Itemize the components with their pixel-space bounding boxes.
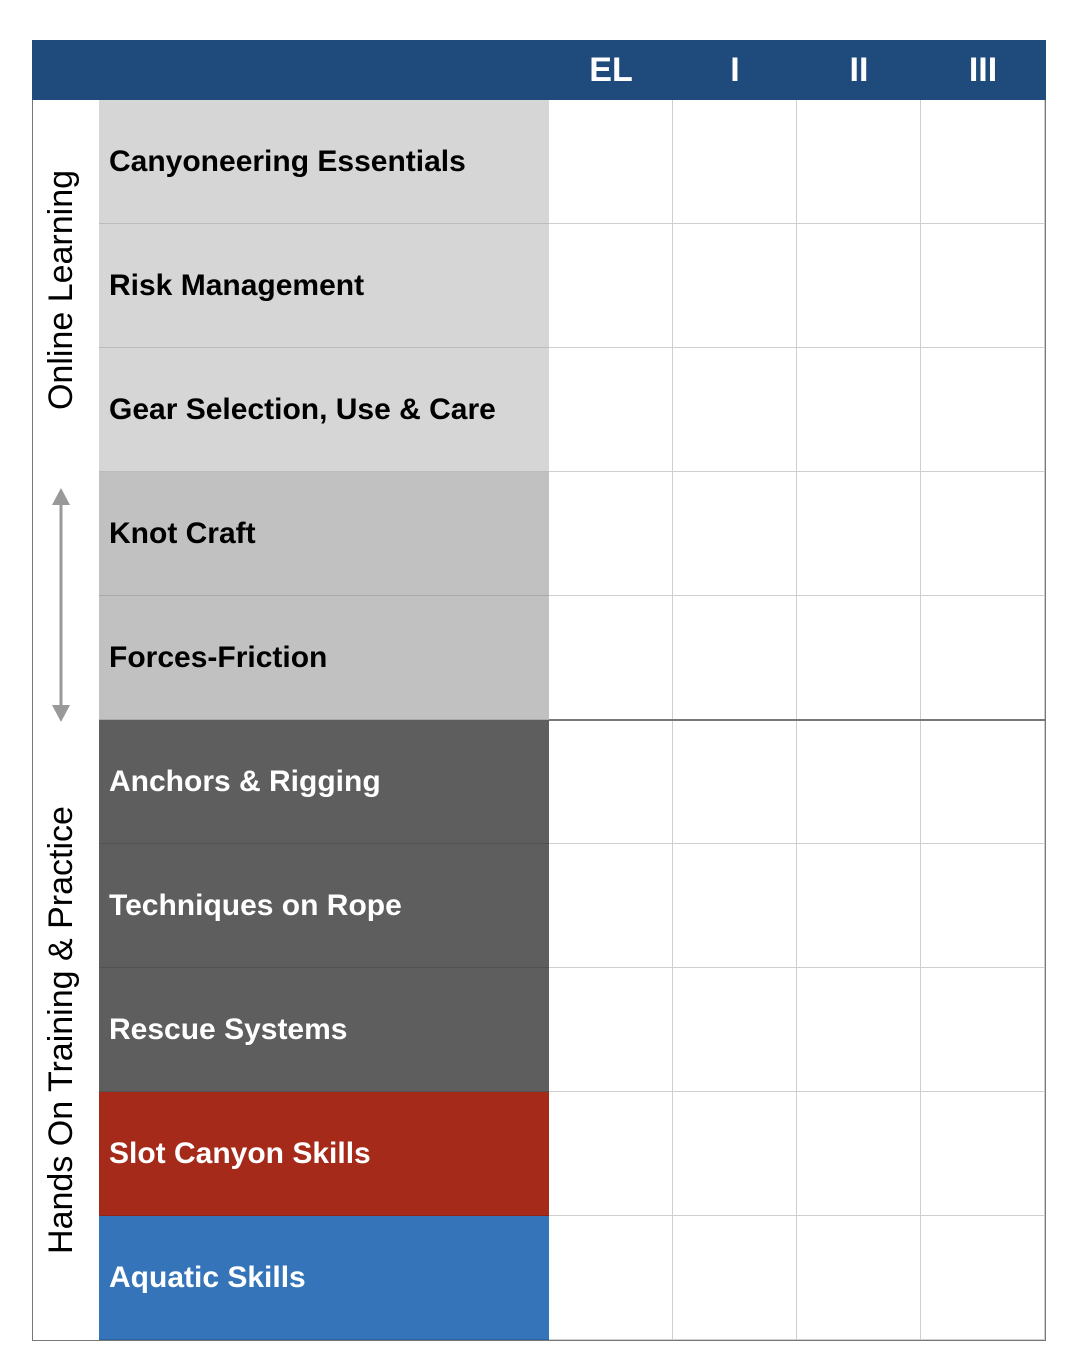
grid-cell bbox=[797, 100, 921, 224]
grid-cell bbox=[797, 968, 921, 1092]
grid-cell bbox=[549, 100, 673, 224]
grid-cell bbox=[549, 596, 673, 720]
row-label: Rescue Systems bbox=[99, 968, 549, 1092]
grid-cell bbox=[673, 844, 797, 968]
row-label: Slot Canyon Skills bbox=[99, 1092, 549, 1216]
section-label: Online Learning bbox=[42, 169, 80, 411]
section-divider bbox=[549, 719, 1045, 721]
grid-cell bbox=[921, 844, 1045, 968]
grid-cell bbox=[797, 1216, 921, 1340]
grid-cell bbox=[921, 720, 1045, 844]
column-header: EL bbox=[589, 51, 633, 89]
row-label: Anchors & Rigging bbox=[99, 720, 549, 844]
grid-cell bbox=[673, 968, 797, 1092]
grid-cell bbox=[797, 224, 921, 348]
row-label: Risk Management bbox=[99, 224, 549, 348]
grid-cell bbox=[549, 1216, 673, 1340]
grid-cell bbox=[921, 472, 1045, 596]
row-label: Aquatic Skills bbox=[99, 1216, 549, 1340]
grid-cell bbox=[921, 348, 1045, 472]
grid-cell bbox=[921, 596, 1045, 720]
grid-cell bbox=[797, 348, 921, 472]
grid-cell bbox=[921, 968, 1045, 1092]
column-header: III bbox=[968, 51, 998, 89]
grid-cell bbox=[797, 472, 921, 596]
grid-cell bbox=[921, 224, 1045, 348]
grid-cell bbox=[673, 100, 797, 224]
header-bar bbox=[32, 40, 1046, 100]
row-label: Gear Selection, Use & Care bbox=[99, 348, 549, 472]
row-label: Canyoneering Essentials bbox=[99, 100, 549, 224]
grid-cell bbox=[549, 1092, 673, 1216]
grid-cell bbox=[549, 472, 673, 596]
grid-cell bbox=[673, 596, 797, 720]
grid-cell bbox=[797, 1092, 921, 1216]
row-label: Knot Craft bbox=[99, 472, 549, 596]
column-header: I bbox=[730, 51, 740, 89]
arrow bbox=[52, 488, 70, 722]
grid-cell bbox=[921, 100, 1045, 224]
row-label: Forces-Friction bbox=[99, 596, 549, 720]
grid-cell bbox=[797, 596, 921, 720]
grid-cell bbox=[673, 1216, 797, 1340]
column-header: II bbox=[849, 51, 869, 89]
grid-cell bbox=[549, 720, 673, 844]
grid-cell bbox=[921, 1092, 1045, 1216]
grid-cell bbox=[549, 844, 673, 968]
grid-cell bbox=[921, 1216, 1045, 1340]
grid-cell bbox=[797, 720, 921, 844]
grid-cell bbox=[673, 1092, 797, 1216]
grid-cell bbox=[549, 968, 673, 1092]
grid-cell bbox=[549, 224, 673, 348]
grid-cell bbox=[673, 348, 797, 472]
grid-cell bbox=[673, 472, 797, 596]
section-label: Hands On Training & Practice bbox=[42, 806, 80, 1254]
grid-cell bbox=[673, 224, 797, 348]
grid-cell bbox=[549, 348, 673, 472]
row-label: Techniques on Rope bbox=[99, 844, 549, 968]
grid-cell bbox=[797, 844, 921, 968]
grid-cell bbox=[673, 720, 797, 844]
